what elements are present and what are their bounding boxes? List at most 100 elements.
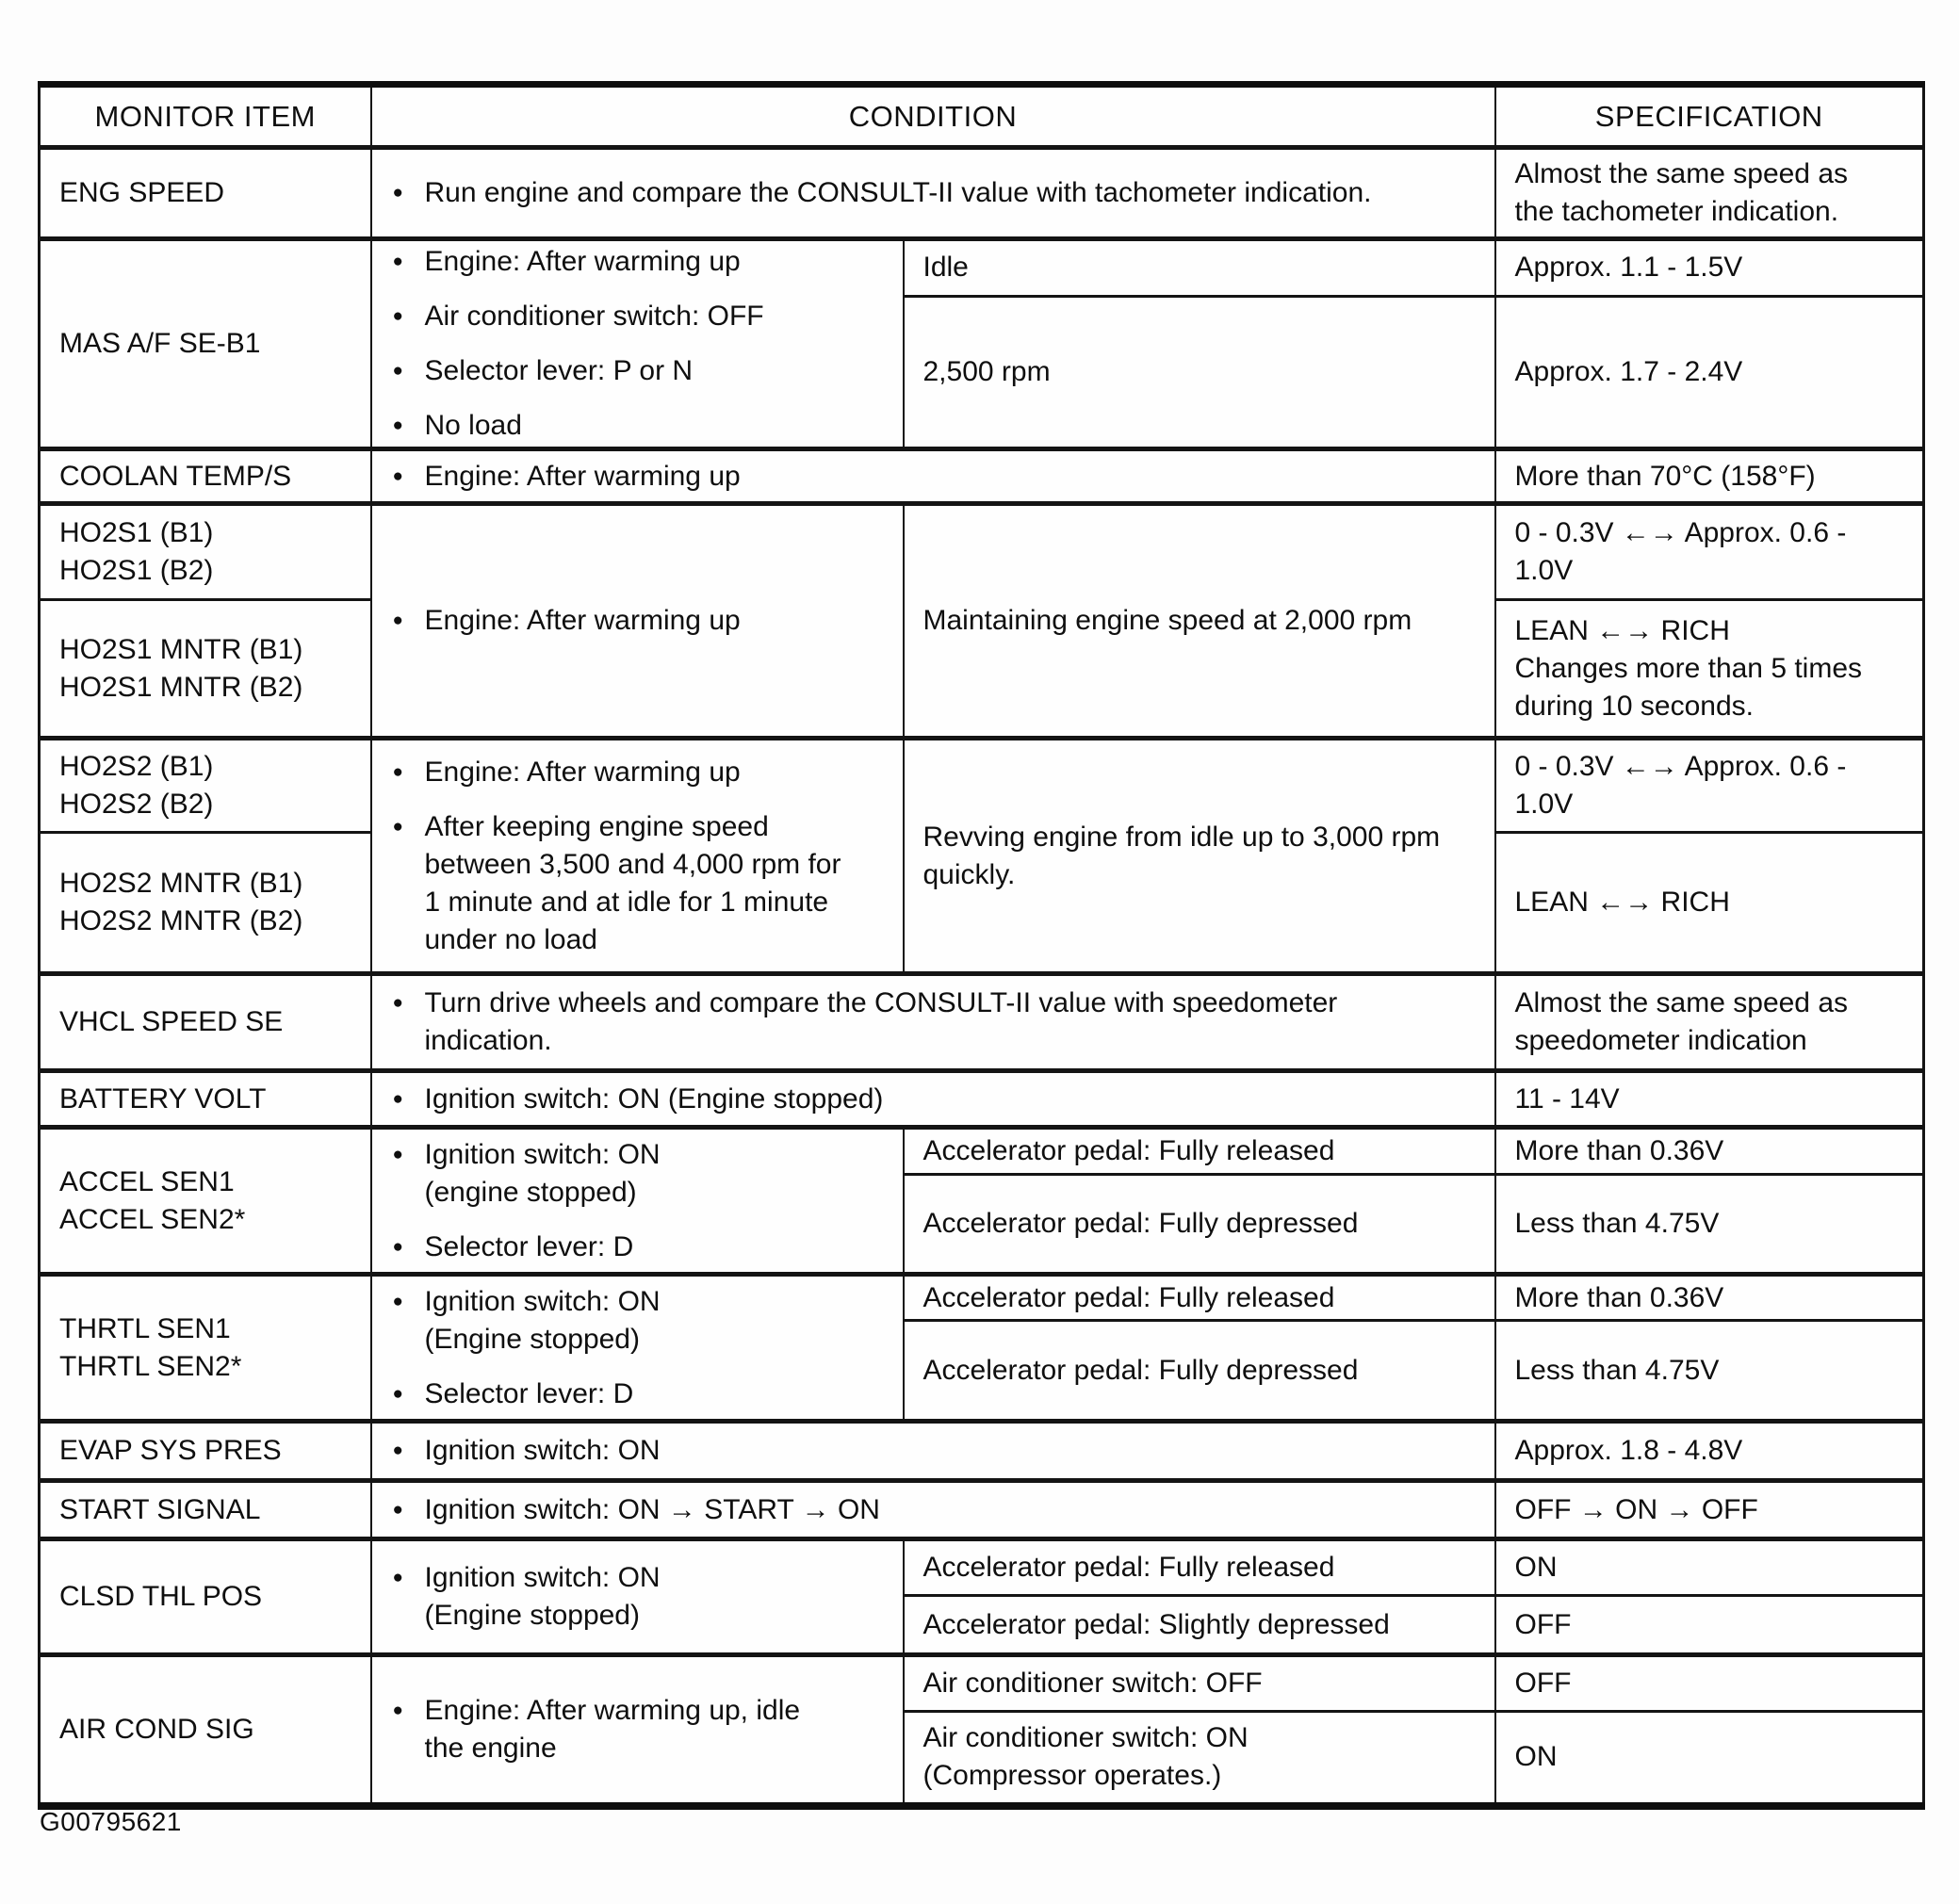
ho2s1-mntr-item-cell: HO2S1 MNTR (B1) HO2S1 MNTR (B2) [38,598,372,740]
spec-text: More than 0.36V [1514,1281,1724,1313]
spec-text: Approx. 1.8 - 4.8V [1514,1435,1743,1466]
air-cond-spec-cell: OFF [1494,1653,1925,1713]
eng-speed-item-cell: ENG SPEED [38,146,372,241]
condition-bullet-line: ● Engine: After warming up [391,754,893,791]
spec-text: Less than 4.75V [1514,1354,1720,1386]
coolan-spec-cell: More than 70°C (158°F) [1494,448,1925,506]
condition-bullet-line: ● Turn drive wheels and compare the CONSU… [391,985,1485,1060]
coolan-condition-cell: ● Engine: After warming up [369,448,1496,506]
spec-text: OFF [1514,1608,1572,1640]
condition-bullet-line: ● Ignition switch: ON [391,1432,1485,1470]
accel-subcondition-cell: Accelerator pedal: Fully depressed [902,1173,1496,1277]
condition-text: Ignition switch: ON [424,1435,661,1466]
monitor-item-label: BATTERY VOLT [59,1082,267,1115]
ho2s2-item-cell: HO2S2 (B1) HO2S2 (B2) [38,737,372,834]
accel-spec-cell: Less than 4.75V [1494,1173,1925,1277]
condition-text: Engine: After warming up [424,605,741,636]
thrtl-subcondition-cell: Accelerator pedal: Fully depressed [902,1319,1496,1424]
spec-text: Almost the same speed as speedometer ind… [1514,987,1849,1056]
monitor-item-label: HO2S2 MNTR (B1) HO2S2 MNTR (B2) [59,868,303,936]
spec-text: LEAN ←→ RICH Changes more than 5 times d… [1514,614,1863,722]
sub-condition-text: Air conditioner switch: OFF [922,1668,1263,1699]
ho2s1-condition-cell: ● Engine: After warming up [369,502,905,740]
coolan-item-cell: COOLAN TEMP/S [38,448,372,506]
start-signal-item-cell: START SIGNAL [38,1479,372,1541]
sub-condition-text: 2,500 rpm [922,355,1051,387]
clsd-spec-cell: ON [1494,1538,1925,1597]
table-row: Accelerator pedal: Fully depressed Less … [40,1319,1925,1424]
spec-text: 0 - 0.3V ←→ Approx. 0.6 - 1.0V [1514,517,1847,586]
sub-condition-text: Accelerator pedal: Fully depressed [922,1208,1359,1239]
monitor-item-label: COOLAN TEMP/S [59,460,292,492]
sub-condition-text: Air conditioner switch: ON (Compressor o… [922,1722,1249,1792]
header-monitor-item-label: MONITOR ITEM [94,99,316,133]
bullet-icon: ● [392,1088,403,1109]
condition-text: Ignition switch: ON (Engine stopped) [424,1562,661,1631]
air-cond-subcondition-cell: Air conditioner switch: OFF [902,1653,1496,1713]
start-signal-spec-cell: OFF → ON → OFF [1494,1479,1925,1541]
monitor-item-label: VHCL SPEED SE [59,1006,284,1037]
mas-af-subcondition-cell: Idle [902,237,1496,298]
air-cond-spec-cell: ON [1494,1710,1925,1807]
monitor-item-label: ENG SPEED [59,177,225,208]
condition-bullet-line: ● Selector lever: P or N [391,352,893,390]
spec-text: More than 70°C (158°F) [1514,460,1816,492]
condition-text: Ignition switch: ON → START → ON [424,1493,880,1525]
table-row: HO2S2 MNTR (B1) HO2S2 MNTR (B2) LEAN ←→ … [38,831,1925,976]
thrtl-subcondition-cell: Accelerator pedal: Fully released [902,1273,1496,1322]
bullet-icon: ● [392,1236,403,1257]
sub-condition-text: Accelerator pedal: Fully released [922,1135,1335,1166]
thrtl-condition-cell: ● Ignition switch: ON (Engine stopped) ● S… [369,1273,905,1424]
ho2s2-mntr-spec-cell: LEAN ←→ RICH [1494,831,1925,976]
sub-condition-text: Idle [922,252,969,284]
condition-text: Selector lever: D [424,1377,634,1409]
sub-condition-text: Accelerator pedal: Fully depressed [922,1354,1359,1386]
clsd-subcondition-cell: Accelerator pedal: Slightly depressed [902,1594,1496,1657]
condition-bullet-line: ● No load [391,407,893,445]
table-row: Air conditioner switch: ON (Compressor o… [40,1710,1925,1807]
condition-text: Turn drive wheels and compare the CONSUL… [424,987,1338,1056]
ho2s1-item-cell: HO2S1 (B1) HO2S1 (B2) [38,502,372,601]
spec-text: ON [1514,1552,1558,1583]
clsd-spec-cell: OFF [1494,1594,1925,1657]
battery-item-cell: BATTERY VOLT [38,1069,372,1130]
condition-bullet-line: ● Ignition switch: ON (Engine stopped) [391,1283,893,1359]
bullet-icon: ● [392,306,403,326]
bullet-icon: ● [392,1383,403,1404]
monitor-item-label: START SIGNAL [59,1493,261,1525]
monitor-item-label: ACCEL SEN1 ACCEL SEN2* [59,1165,246,1235]
ho2s2-condition-cell: ● Engine: After warming up ● After keeping… [369,737,905,976]
condition-text: Engine: After warming up, idle the engin… [424,1694,801,1764]
monitor-item-label: THRTL SEN1 THRTL SEN2* [59,1312,242,1382]
condition-bullet-line: ● Ignition switch: ON (engine stopped) [391,1136,893,1212]
spec-text: Almost the same speed as the tachometer … [1514,158,1849,227]
bullet-icon: ● [392,1568,403,1587]
bullet-icon: ● [392,415,403,435]
sub-condition-text: Maintaining engine speed at 2,000 rpm [922,605,1412,636]
ho2s2-subcondition-cell: Revving engine from idle up to 3,000 rpm… [902,737,1496,976]
eng-speed-condition-cell: ● Run engine and compare the CONSULT-II … [369,146,1496,241]
thrtl-spec-cell: More than 0.36V [1494,1273,1925,1322]
condition-bullet-line: ● Air conditioner switch: OFF [391,298,893,335]
condition-text: Air conditioner switch: OFF [424,301,764,332]
bullet-icon: ● [392,993,403,1013]
table-header-row: MONITOR ITEM CONDITION SPECIFICATION [38,83,1925,150]
table-row: ENG SPEED ● Run engine and compare the C… [38,146,1925,241]
bullet-icon: ● [392,761,403,782]
sub-condition-text: Accelerator pedal: Fully released [922,1281,1335,1313]
condition-bullet-line: ● Ignition switch: ON (Engine stopped) [391,1081,1485,1118]
condition-bullet-line: ● Engine: After warming up [391,458,1485,496]
sub-condition-text: Accelerator pedal: Slightly depressed [922,1608,1390,1640]
table-row: COOLAN TEMP/S ● Engine: After warming up … [38,448,1925,506]
header-specification-label: SPECIFICATION [1594,99,1823,133]
mas-af-condition-cell: ● Engine: After warming up ● Air condition… [369,237,905,451]
sub-condition-text: Accelerator pedal: Fully released [922,1552,1335,1583]
accel-spec-cell: More than 0.36V [1494,1126,1925,1176]
monitor-item-label: MAS A/F SE-B1 [59,328,261,359]
monitor-item-label: HO2S1 MNTR (B1) HO2S1 MNTR (B2) [59,633,303,703]
header-monitor-item: MONITOR ITEM [38,83,372,150]
spec-text: Approx. 1.7 - 2.4V [1514,355,1743,387]
header-condition: CONDITION [369,83,1496,150]
table-row: VHCL SPEED SE ● Turn drive wheels and com… [38,972,1925,1073]
